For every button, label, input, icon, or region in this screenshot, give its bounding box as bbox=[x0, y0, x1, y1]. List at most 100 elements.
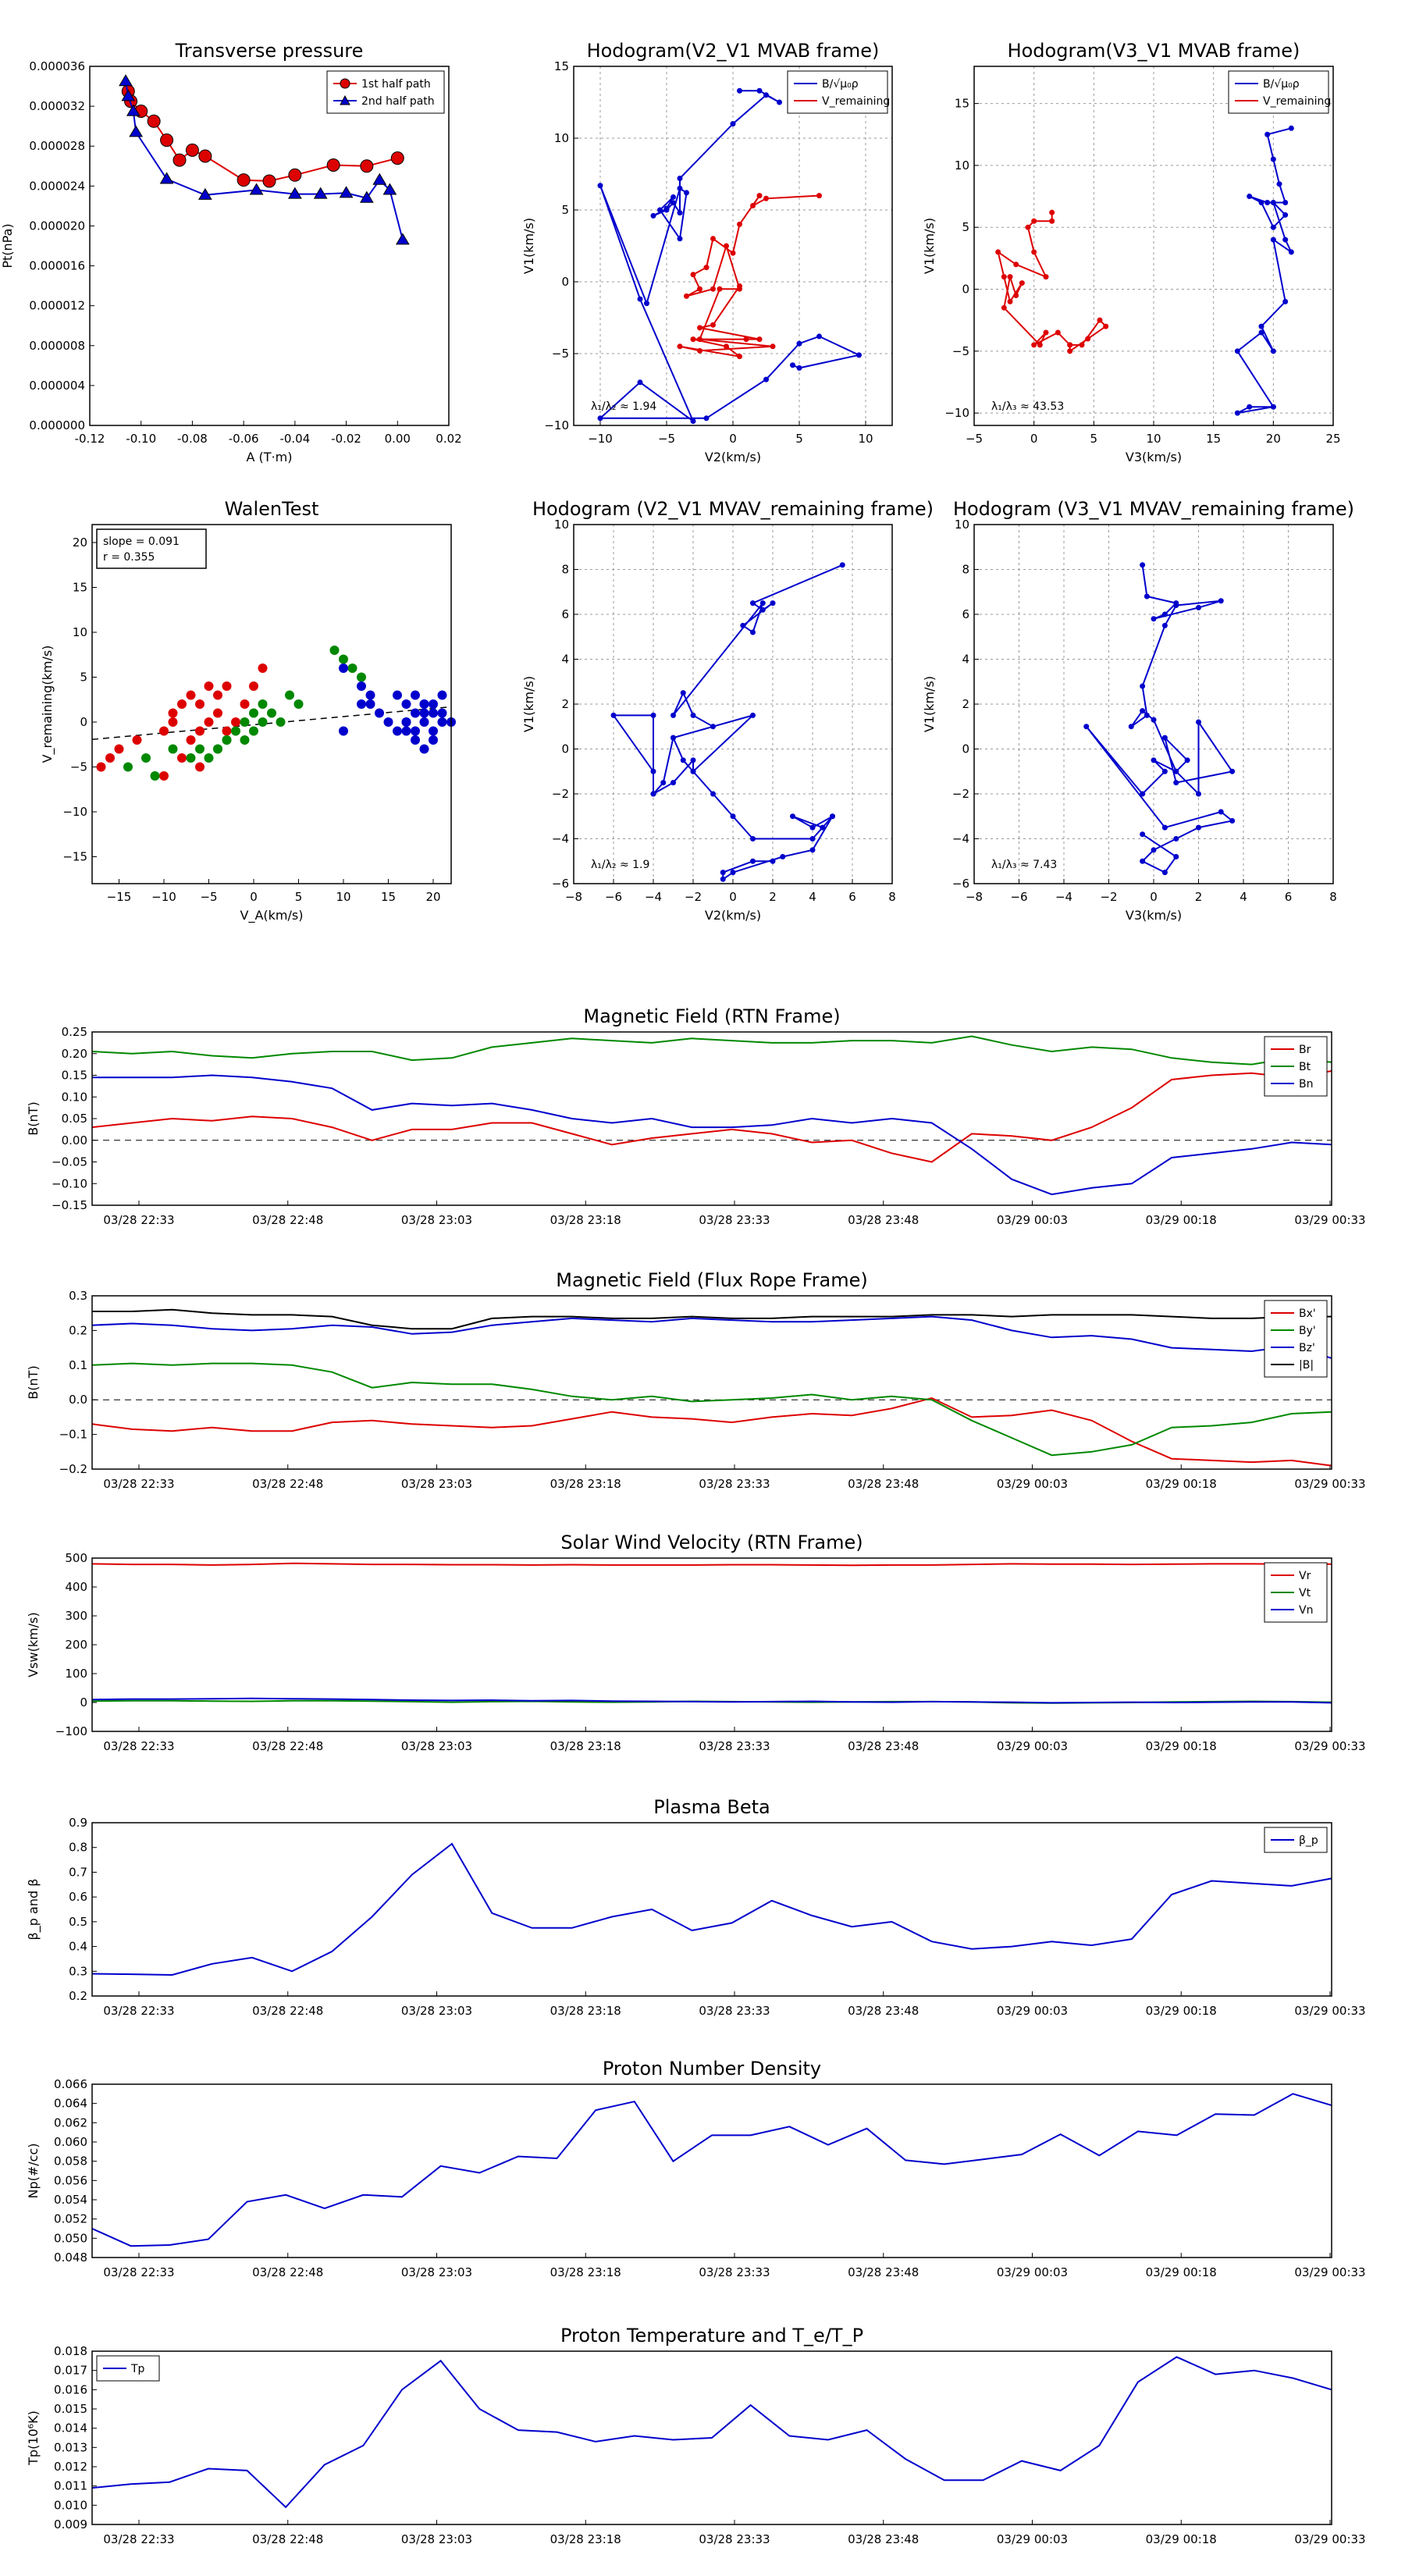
x-tick-label: 03/28 23:18 bbox=[550, 2532, 621, 2546]
y-tick-label: 100 bbox=[65, 1667, 87, 1681]
data-point bbox=[750, 629, 756, 635]
data-point bbox=[262, 174, 276, 188]
x-tick-label: 03/29 00:03 bbox=[997, 2532, 1068, 2546]
x-tick-label: 03/28 23:48 bbox=[848, 2532, 919, 2546]
chart-title: Hodogram (V2_V1 MVAV_remaining frame) bbox=[532, 498, 934, 520]
legend-box bbox=[1228, 70, 1329, 114]
data-point bbox=[375, 708, 384, 718]
data-point bbox=[660, 780, 667, 786]
data-point bbox=[730, 870, 736, 876]
data-point bbox=[650, 791, 656, 797]
data-point bbox=[411, 690, 420, 700]
x-tick-label: 0.02 bbox=[436, 432, 461, 446]
x-tick-label: 5 bbox=[1090, 432, 1098, 446]
legend-label: B/√μ₀ρ bbox=[822, 78, 859, 91]
x-tick-label: 03/28 23:18 bbox=[550, 1477, 621, 1491]
x-tick-label: 2 bbox=[769, 890, 777, 904]
y-tick-label: 15 bbox=[955, 97, 969, 111]
data-point bbox=[258, 717, 268, 727]
series-line-1 bbox=[91, 1362, 1332, 1457]
data-point bbox=[763, 376, 769, 382]
data-point bbox=[240, 717, 250, 727]
data-point bbox=[1229, 768, 1236, 774]
y-tick-label: −0.05 bbox=[52, 1155, 87, 1169]
data-point bbox=[240, 699, 250, 709]
y-tick-label: 0.015 bbox=[54, 2402, 87, 2416]
legend-label: By' bbox=[1299, 1325, 1316, 1337]
data-point bbox=[710, 286, 716, 292]
data-point bbox=[743, 336, 749, 343]
series-line-0 bbox=[91, 2356, 1332, 2509]
x-tick-label: 0 bbox=[1150, 890, 1158, 904]
y-tick-label: 5 bbox=[962, 220, 969, 234]
data-point bbox=[126, 104, 140, 116]
data-point bbox=[204, 717, 214, 727]
y-axis-label: Vsw(km/s) bbox=[26, 1612, 41, 1677]
data-point bbox=[763, 92, 769, 98]
data-point bbox=[249, 726, 258, 736]
x-tick-label: −10 bbox=[588, 432, 613, 446]
data-point bbox=[1151, 717, 1157, 723]
data-point bbox=[287, 187, 302, 199]
data-point bbox=[411, 735, 420, 745]
data-point bbox=[347, 664, 357, 673]
y-tick-label: 0.058 bbox=[54, 2154, 87, 2169]
plot-frame bbox=[973, 66, 1334, 426]
y-tick-label: 0.00 bbox=[62, 1133, 87, 1147]
x-tick-label: 03/29 00:18 bbox=[1146, 1213, 1217, 1227]
data-point bbox=[160, 133, 174, 148]
data-point bbox=[195, 699, 205, 709]
data-point bbox=[258, 699, 268, 709]
data-point bbox=[1151, 847, 1157, 853]
data-point bbox=[1140, 562, 1146, 568]
y-tick-label: 0.010 bbox=[54, 2498, 87, 2512]
x-tick-label: 10 bbox=[1146, 432, 1161, 446]
x-tick-label: 03/28 23:48 bbox=[848, 1213, 919, 1227]
y-tick-label: 0.000020 bbox=[29, 219, 85, 233]
legend-label: Bz' bbox=[1299, 1342, 1315, 1354]
y-tick-label: −2 bbox=[952, 787, 969, 801]
y-tick-label: −4 bbox=[952, 832, 969, 846]
legend-marker bbox=[340, 94, 350, 105]
data-point bbox=[419, 708, 429, 718]
data-point bbox=[690, 768, 696, 774]
x-tick-label: 15 bbox=[1206, 432, 1221, 446]
x-tick-label: 03/28 23:48 bbox=[848, 1739, 919, 1753]
data-point bbox=[1013, 292, 1019, 298]
data-point bbox=[1258, 323, 1264, 329]
data-point bbox=[750, 712, 756, 718]
y-tick-label: −6 bbox=[952, 877, 969, 891]
data-point bbox=[1264, 199, 1271, 205]
x-tick-label: −6 bbox=[605, 890, 622, 904]
data-point bbox=[759, 600, 766, 607]
y-tick-label: 0.3 bbox=[69, 1289, 87, 1303]
data-point bbox=[1258, 199, 1264, 205]
x-tick-label: 03/28 23:48 bbox=[848, 2004, 919, 2018]
y-tick-label: 0.011 bbox=[54, 2479, 87, 2493]
x-tick-label: 5 bbox=[295, 890, 303, 904]
data-point bbox=[1049, 218, 1055, 224]
data-point bbox=[222, 681, 232, 691]
chart-4: Hodogram (V2_V1 MVAV_remaining frame) −6 −… bbox=[521, 498, 934, 923]
series-line-3 bbox=[92, 1308, 1332, 1330]
annotation-box bbox=[96, 528, 207, 569]
data-point bbox=[770, 600, 776, 607]
x-tick-label: 03/28 23:33 bbox=[699, 2532, 770, 2546]
x-tick-label: 03/29 00:33 bbox=[1294, 2532, 1365, 2546]
y-tick-label: −2 bbox=[552, 787, 569, 801]
data-point bbox=[1234, 348, 1240, 354]
x-tick-label: 03/28 23:03 bbox=[401, 2265, 472, 2279]
annotation-text: λ₁/λ₂ ≈ 1.94 bbox=[591, 400, 656, 413]
x-tick-label: 03/29 00:18 bbox=[1146, 2265, 1217, 2279]
plot-frame bbox=[91, 524, 452, 884]
y-tick-label: 10 bbox=[554, 131, 569, 145]
data-point bbox=[237, 173, 251, 187]
data-point bbox=[830, 813, 835, 820]
x-tick-label: 03/28 22:48 bbox=[252, 1213, 323, 1227]
data-point bbox=[129, 125, 144, 137]
y-tick-label: 0.10 bbox=[62, 1090, 87, 1104]
data-point bbox=[1270, 237, 1276, 243]
series-line-0 bbox=[1236, 127, 1293, 415]
y-axis-label: V1(km/s) bbox=[922, 218, 937, 274]
data-point bbox=[1161, 824, 1168, 831]
